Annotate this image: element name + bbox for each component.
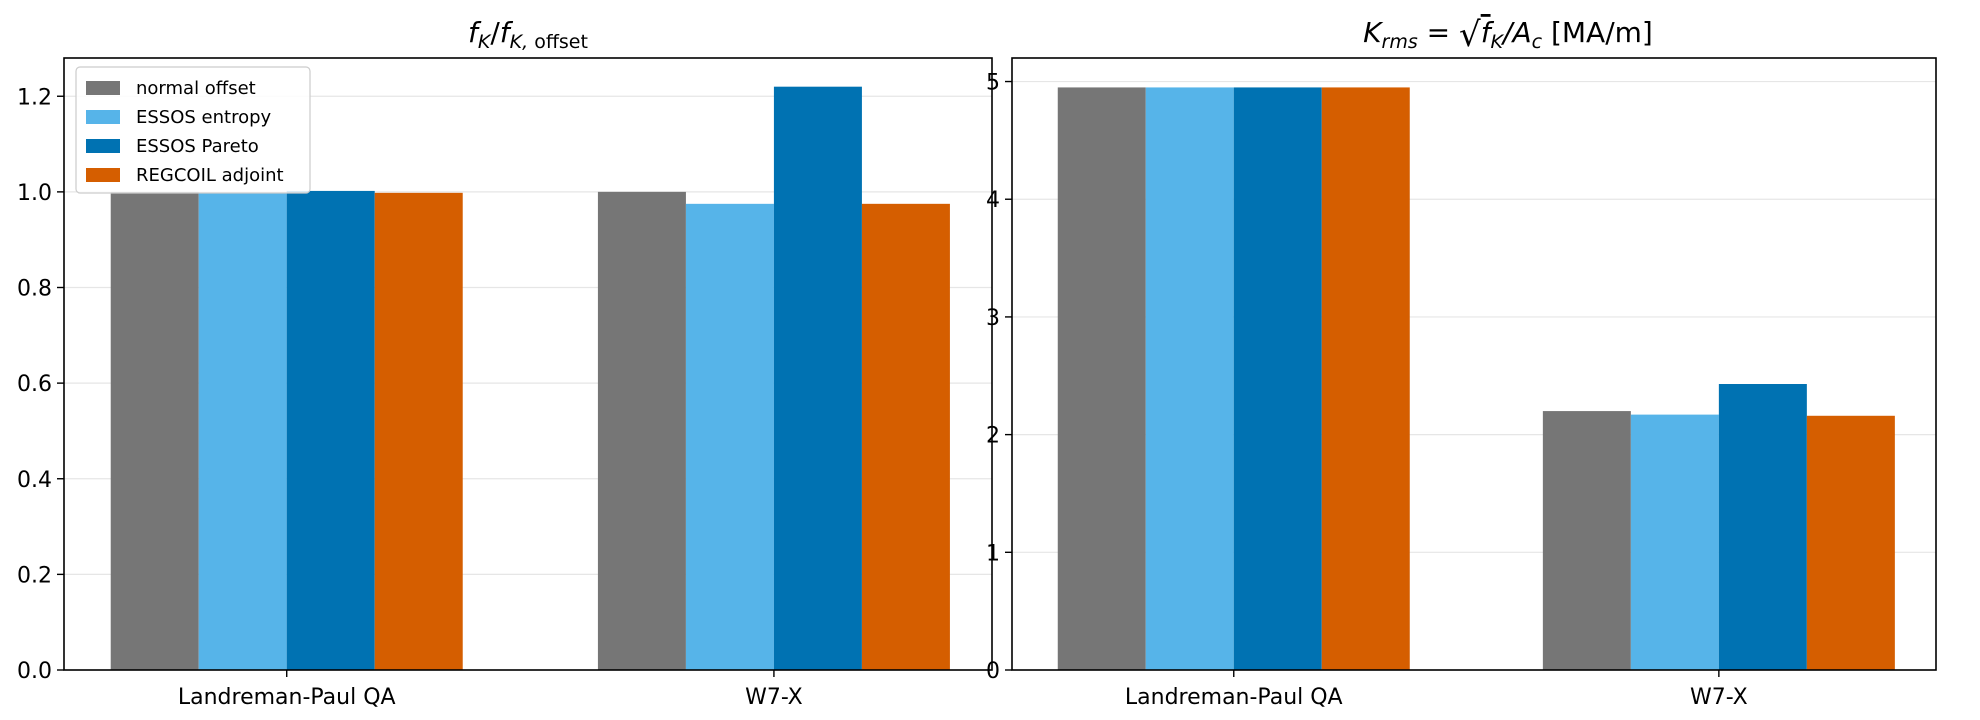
right-bar-normal-offset (1542, 411, 1631, 670)
legend-swatch (86, 81, 120, 95)
left-y-tick-label: 0.2 (17, 563, 52, 588)
right-bars (1057, 87, 1895, 670)
left-bars (110, 86, 950, 671)
right-bar-essos-entropy (1145, 87, 1234, 670)
left-bar-normal-offset (597, 191, 686, 670)
right-y-tick-label: 1 (986, 541, 1000, 566)
legend-swatch (86, 139, 120, 153)
left-y-tick-label: 1.0 (17, 181, 52, 206)
left-y-tick-label: 0.6 (17, 372, 52, 397)
left-y-tick-label: 1.2 (17, 85, 52, 110)
right-bar-essos-pareto (1718, 384, 1807, 670)
right-category-label: W7-X (1690, 685, 1748, 710)
left-y-tick-label: 0.4 (17, 468, 52, 493)
left-bar-essos-pareto (286, 190, 375, 670)
left-bar-regcoil-adjoint (374, 192, 463, 671)
legend-label: ESSOS Pareto (136, 136, 259, 157)
right-chart-title: Krms = √fK/Ac [MA/m] (1363, 15, 1653, 55)
left-chart: fK/fK, offset 0.0 0.2 0.4 0.6 0.8 1.0 1.2 Land… (17, 16, 993, 710)
right-chart: Krms = √fK/Ac [MA/m] 0 1 2 3 4 5 Landreman-Pa… (986, 15, 1937, 710)
legend-box (75, 66, 311, 194)
legend-label: ESSOS entropy (136, 107, 272, 128)
left-y-tick-label: 0.0 (17, 659, 52, 684)
right-y-tick-label: 4 (986, 188, 1000, 213)
right-bar-normal-offset (1057, 87, 1146, 670)
left-x-axis: Landreman-Paul QA W7-X (178, 670, 803, 710)
right-bar-essos-entropy (1630, 414, 1719, 670)
right-y-tick-label: 3 (986, 306, 1000, 331)
left-chart-title: fK/fK, offset (468, 16, 588, 53)
left-bar-essos-entropy (198, 192, 287, 671)
legend: normal offset ESSOS entropy ESSOS Pareto RE… (75, 66, 311, 194)
right-bar-regcoil-adjoint (1321, 87, 1410, 670)
legend-swatch (86, 168, 120, 182)
left-plot-frame (63, 57, 993, 671)
left-category-label: W7-X (745, 685, 803, 710)
left-y-axis: 0.0 0.2 0.4 0.6 0.8 1.0 1.2 (17, 85, 64, 684)
right-plot-frame (1011, 57, 1937, 671)
left-y-tick-label: 0.8 (17, 277, 52, 302)
left-bar-normal-offset (110, 191, 199, 670)
right-category-label: Landreman-Paul QA (1125, 685, 1343, 710)
right-y-tick-label: 5 (986, 71, 1000, 96)
left-bar-essos-pareto (773, 86, 862, 670)
right-y-tick-label: 2 (986, 424, 1000, 449)
right-y-tick-label: 0 (986, 659, 1000, 684)
legend-swatch (86, 110, 120, 124)
right-bar-essos-pareto (1233, 87, 1322, 670)
left-bar-regcoil-adjoint (861, 203, 950, 670)
left-bar-essos-entropy (685, 203, 774, 670)
right-x-axis: Landreman-Paul QA W7-X (1125, 670, 1748, 710)
right-bar-regcoil-adjoint (1806, 415, 1895, 670)
left-category-label: Landreman-Paul QA (178, 685, 396, 710)
legend-label: normal offset (136, 78, 256, 99)
right-y-axis: 0 1 2 3 4 5 (986, 71, 1012, 684)
legend-label: REGCOIL adjoint (136, 165, 284, 186)
